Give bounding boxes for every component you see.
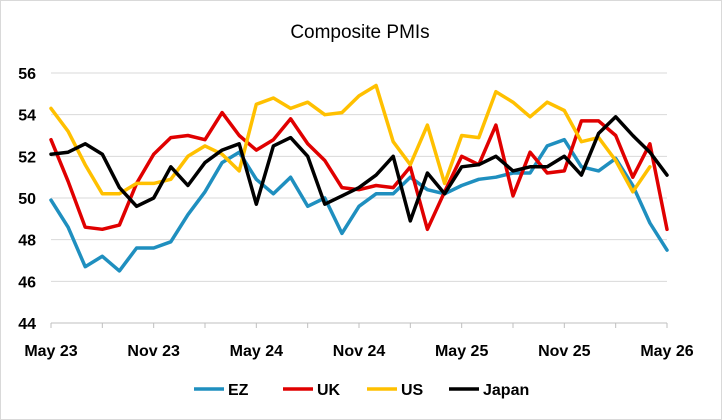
x-tick-label: May 23 xyxy=(24,343,77,360)
legend-label-uk: UK xyxy=(317,382,341,399)
x-tick-label: May 24 xyxy=(230,343,283,360)
x-tick-label: Nov 25 xyxy=(538,343,591,360)
y-tick-label: 44 xyxy=(18,316,36,333)
series-line-us xyxy=(49,83,652,196)
series-line-japan xyxy=(49,115,669,223)
x-tick-label: May 26 xyxy=(640,343,693,360)
legend-label-japan: Japan xyxy=(483,382,529,399)
legend-label-ez: EZ xyxy=(228,382,249,399)
legend-label-us: US xyxy=(401,382,424,399)
x-tick-label: Nov 23 xyxy=(127,343,180,360)
y-tick-label: 52 xyxy=(18,149,36,166)
y-tick-label: 46 xyxy=(18,274,36,291)
series-line-uk xyxy=(49,110,669,232)
series-lines xyxy=(49,83,669,273)
x-tick-label: Nov 24 xyxy=(333,343,386,360)
axes: 44 46 48 50 52 54 56 May 23 Nov 23 May 24 Nov 24 Ma… xyxy=(18,66,694,360)
y-tick-label: 50 xyxy=(18,191,36,208)
series-line-ez xyxy=(49,137,669,273)
legend: EZ UK US Japan xyxy=(194,382,529,399)
chart-title: Composite PMIs xyxy=(290,22,429,43)
y-tick-label: 54 xyxy=(18,108,36,125)
x-tick-label: May 25 xyxy=(435,343,488,360)
y-tick-label: 48 xyxy=(18,233,36,250)
y-tick-label: 56 xyxy=(18,66,36,83)
gridlines xyxy=(51,72,667,282)
